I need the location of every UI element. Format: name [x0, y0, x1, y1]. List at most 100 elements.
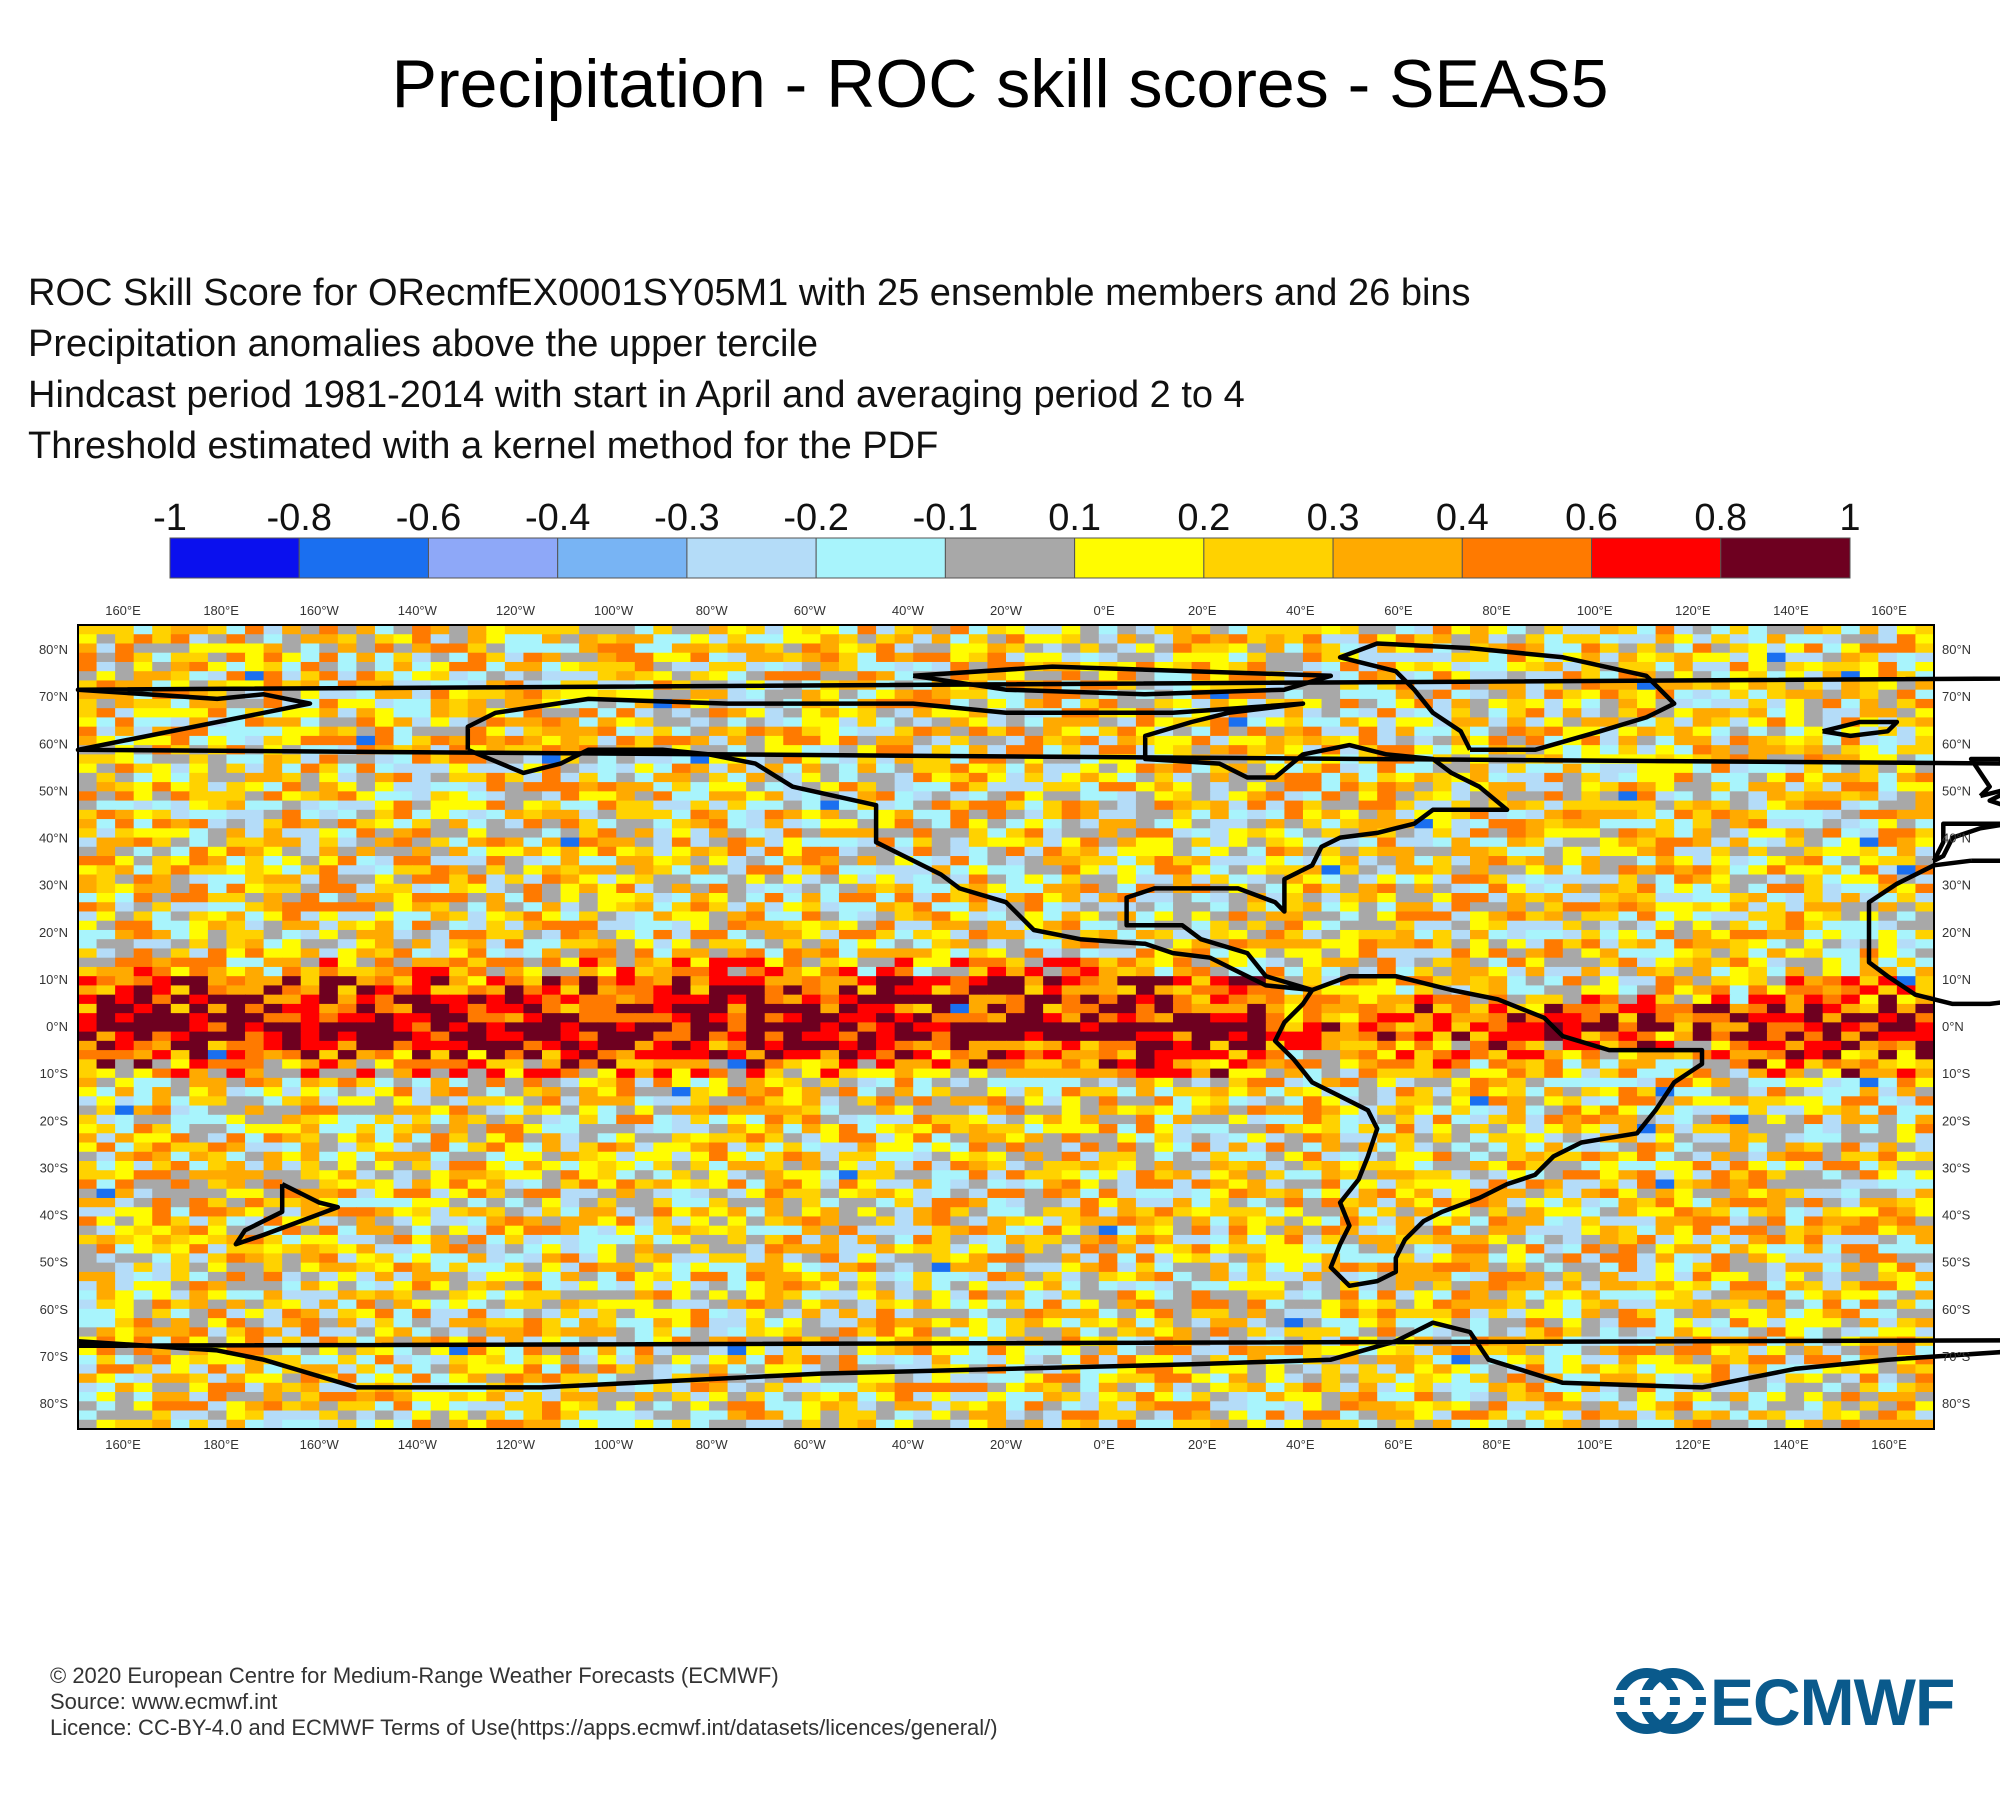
coast-uk	[1968, 756, 2000, 799]
coast-south-america	[1272, 973, 1705, 1289]
lon-label-top-12: 40°E	[1286, 603, 1315, 618]
lon-label-top-5: 100°W	[594, 603, 634, 618]
legend-box-6	[944, 537, 1076, 579]
legend-label-1: -0.8	[266, 497, 331, 539]
lat-label-left-5: 30°N	[39, 878, 68, 893]
legend-label-4: -0.3	[654, 497, 719, 539]
lon-label-top-10: 0°E	[1094, 603, 1115, 618]
lat-label-left-10: 20°S	[40, 1113, 69, 1128]
ecmwf-logo: ECMWF	[1614, 1666, 1955, 1738]
lat-label-right-5: 30°N	[1942, 878, 1971, 893]
footer: © 2020 European Centre for Medium-Range …	[50, 1663, 1450, 1741]
lon-label-bottom-10: 0°E	[1094, 1437, 1115, 1452]
lat-label-left-14: 60°S	[40, 1302, 69, 1317]
lon-label-top-2: 160°W	[300, 603, 340, 618]
latitude-labels-left: 80°N 70°N 60°N 50°N 40°N 30°N 20°N 10°N 0°N 10°S 2…	[39, 642, 68, 1411]
lon-label-bottom-6: 80°W	[696, 1437, 729, 1452]
lat-label-right-2: 60°N	[1942, 736, 1971, 751]
lat-label-right-16: 80°S	[1942, 1396, 1971, 1411]
color-legend: -1 -0.8 -0.6 -0.4 -0.3 -0.2 -0.1 0.1 0.2 0.3 0.4 0.…	[153, 497, 1861, 579]
lat-label-left-13: 50°S	[40, 1255, 69, 1270]
lat-label-right-14: 60°S	[1942, 1302, 1971, 1317]
lat-label-right-13: 50°S	[1942, 1255, 1971, 1270]
lon-label-top-18: 160°E	[1871, 603, 1907, 618]
legend-box-12	[1720, 537, 1851, 579]
licence-text: Licence: CC-BY-4.0 and ECMWF Terms of Us…	[50, 1715, 998, 1740]
legend-box-10	[1461, 537, 1593, 579]
legend-label-11: 0.6	[1565, 497, 1618, 539]
lat-label-right-6: 20°N	[1942, 925, 1971, 940]
copyright-text: © 2020 European Centre for Medium-Range …	[50, 1663, 779, 1688]
lat-label-right-3: 50°N	[1942, 783, 1971, 798]
lat-label-left-16: 80°S	[40, 1396, 69, 1411]
legend-label-5: -0.2	[783, 497, 848, 539]
lon-label-top-8: 40°W	[892, 603, 925, 618]
color-legend-boxes	[169, 537, 1851, 579]
lon-label-bottom-2: 160°W	[300, 1437, 340, 1452]
lon-label-bottom-11: 20°E	[1188, 1437, 1217, 1452]
lat-label-right-9: 10°S	[1942, 1066, 1971, 1081]
legend-label-12: 0.8	[1694, 497, 1747, 539]
lon-label-bottom-9: 20°W	[990, 1437, 1023, 1452]
chart-description: ROC Skill Score for ORecmfEX0001SY05M1 w…	[28, 268, 1928, 472]
lat-label-right-4: 40°N	[1942, 831, 1971, 846]
legend-label-7: 0.1	[1048, 497, 1101, 539]
coast-north-america	[465, 696, 1510, 993]
lat-label-left-0: 80°N	[39, 642, 68, 657]
lon-label-bottom-8: 40°W	[892, 1437, 925, 1452]
lat-label-right-1: 70°N	[1942, 689, 1971, 704]
lat-label-left-4: 40°N	[39, 831, 68, 846]
coast-arctic-islands	[912, 664, 1334, 697]
legend-label-13: 1	[1839, 497, 1860, 539]
lat-label-right-7: 10°N	[1942, 972, 1971, 987]
subtitle-line-2: Precipitation anomalies above the upper …	[28, 323, 819, 365]
ecmwf-logo-text: ECMWF	[1710, 1665, 1955, 1739]
lat-label-left-12: 40°S	[40, 1208, 69, 1223]
lon-label-top-4: 120°W	[496, 603, 536, 618]
legend-label-9: 0.3	[1307, 497, 1360, 539]
legend-label-0: -1	[153, 497, 187, 539]
skill-score-grid	[78, 625, 1935, 1430]
legend-box-0	[169, 537, 300, 579]
page-title: Precipitation - ROC skill scores - SEAS5	[391, 46, 1609, 122]
coastlines	[75, 641, 2000, 1390]
legend-box-7	[1074, 537, 1205, 579]
coast-iceland	[1822, 719, 1900, 739]
lon-label-bottom-5: 100°W	[594, 1437, 634, 1452]
lon-label-top-13: 60°E	[1384, 603, 1413, 618]
skill-score-map: 160°E 180°E 160°W 140°W 120°W 100°W 80°W 60°W 40…	[39, 603, 2000, 1452]
legend-box-4	[686, 537, 817, 579]
coast-africa	[1866, 858, 2000, 1007]
lat-label-right-0: 80°N	[1942, 642, 1971, 657]
legend-box-3	[557, 537, 688, 579]
legend-label-8: 0.2	[1177, 497, 1230, 539]
legend-box-9	[1332, 537, 1463, 579]
lon-label-bottom-12: 40°E	[1286, 1437, 1315, 1452]
legend-label-10: 0.4	[1436, 497, 1489, 539]
legend-box-11	[1591, 537, 1722, 579]
lon-label-bottom-1: 180°E	[203, 1437, 239, 1452]
legend-box-2	[427, 537, 559, 579]
coast-greenland	[1337, 641, 1677, 753]
lat-label-right-12: 40°S	[1942, 1208, 1971, 1223]
lon-label-bottom-0: 160°E	[105, 1437, 141, 1452]
lon-label-bottom-15: 100°E	[1577, 1437, 1613, 1452]
subtitle-line-1: ROC Skill Score for ORecmfEX0001SY05M1 w…	[28, 272, 1471, 314]
lat-label-right-10: 20°S	[1942, 1113, 1971, 1128]
lat-label-left-11: 30°S	[40, 1160, 69, 1175]
lat-label-right-8: 0°N	[1942, 1019, 1964, 1034]
legend-box-5	[815, 537, 946, 579]
coast-new-zealand	[233, 1182, 341, 1247]
lon-label-bottom-18: 160°E	[1871, 1437, 1907, 1452]
lon-label-top-3: 140°W	[398, 603, 438, 618]
lon-label-bottom-14: 80°E	[1482, 1437, 1511, 1452]
ecmwf-logo-mark	[1614, 1668, 1706, 1734]
lat-label-right-15: 70°S	[1942, 1349, 1971, 1364]
lon-label-bottom-7: 60°W	[794, 1437, 827, 1452]
lon-label-top-7: 60°W	[794, 603, 827, 618]
lon-label-bottom-16: 120°E	[1675, 1437, 1711, 1452]
legend-label-3: -0.4	[525, 497, 590, 539]
lat-label-left-9: 10°S	[40, 1066, 69, 1081]
lat-label-right-11: 30°S	[1942, 1160, 1971, 1175]
subtitle-line-3: Hindcast period 1981-2014 with start in …	[28, 374, 1245, 416]
